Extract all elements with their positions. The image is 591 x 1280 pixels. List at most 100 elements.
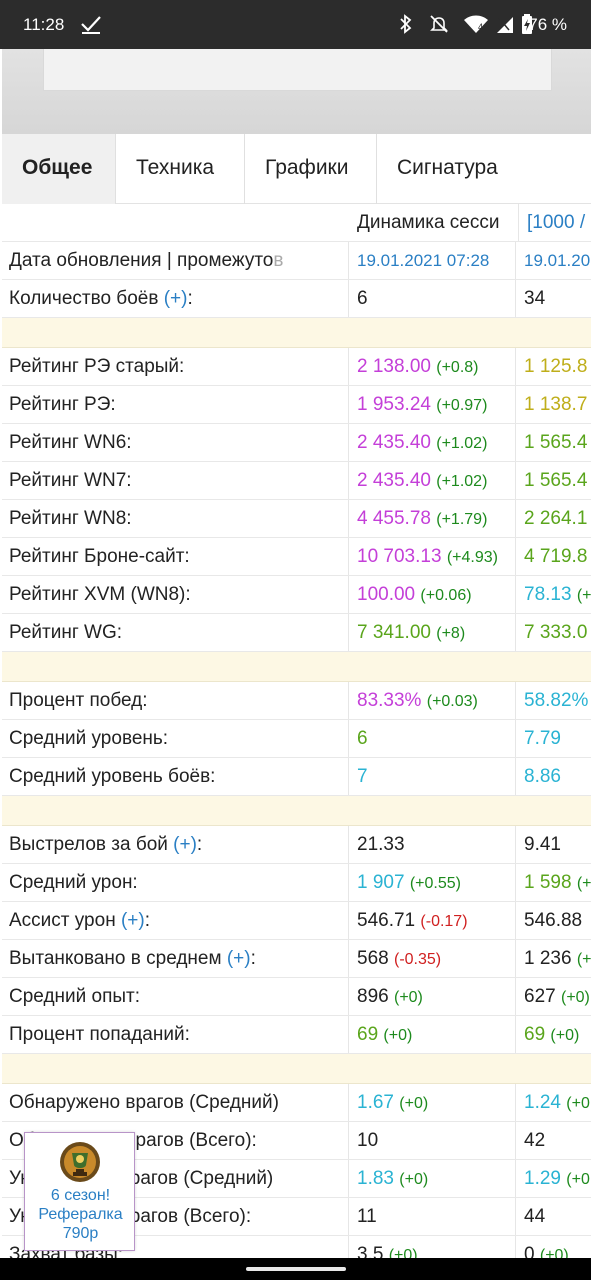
tab-bar: Общее Техника Графики Сигнатура — [2, 134, 591, 204]
period-value: 7 333.0 — [524, 622, 588, 643]
header-banner — [2, 49, 591, 134]
period-value: 58.82% — [524, 690, 589, 711]
badge-referral: Рефералка — [38, 1206, 123, 1223]
battery-icon — [522, 14, 532, 34]
referral-badge[interactable]: 6 сезон! Рефералка 790р — [24, 1132, 135, 1251]
period-value: 9.41 — [524, 834, 561, 855]
row-label: Дата обновления | промежутов — [2, 242, 349, 279]
trophy-icon — [60, 1142, 100, 1182]
session-value: 69 (+0) — [349, 1016, 516, 1053]
tab-signature[interactable]: Сигнатура — [397, 156, 498, 179]
period-value: 7.79 — [524, 728, 561, 749]
section-separator — [2, 1054, 591, 1084]
period-value: 1.29 (+0 — [524, 1168, 590, 1189]
status-bar: 11:28 4 76 % — [0, 0, 591, 49]
row-label: Рейтинг Броне-сайт: — [2, 538, 349, 575]
session-value: 546.71 (-0.17) — [349, 902, 516, 939]
row-label: Процент попаданий: — [2, 1016, 349, 1053]
combat-section: Выстрелов за бой (+): 21.33 9.41 Средний ур… — [2, 826, 591, 1054]
table-row: Рейтинг РЭ: 1 953.24 (+0.97) 1 138.7 — [2, 386, 591, 424]
wins-section: Процент побед: 83.33% (+0.03) 58.82% Средни… — [2, 682, 591, 796]
expand-link[interactable]: (+) — [173, 834, 197, 855]
period-value: 546.88 — [524, 910, 583, 931]
session-value: 2 138.00 (+0.8) — [349, 348, 516, 385]
row-label: Средний опыт: — [2, 978, 349, 1015]
expand-link[interactable]: (+) — [120, 910, 145, 931]
header-1000-link[interactable]: [1000 / — [527, 212, 586, 233]
session-value: 4 455.78 (+1.79) — [349, 500, 516, 537]
table-row: Средний уровень боёв: 7 8.86 — [2, 758, 591, 796]
delta-value: (+0.8) — [436, 359, 479, 376]
period-value: 2 264.1 — [524, 508, 588, 529]
check-icon — [81, 16, 101, 34]
row-label: Процент побед: — [2, 682, 349, 719]
row-label: Рейтинг WG: — [2, 614, 349, 651]
row-label: Рейтинг РЭ: — [2, 386, 349, 423]
delta-value: (+ — [576, 587, 591, 604]
row-label: Рейтинг РЭ старый: — [2, 348, 349, 385]
row-label: Средний уровень боёв: — [2, 758, 349, 795]
table-row: Выстрелов за бой (+): 21.33 9.41 — [2, 826, 591, 864]
row-label: Выстрелов за бой (+): — [2, 826, 349, 863]
row-label: Количество боёв (+): — [2, 280, 349, 317]
session-value: 7 341.00 (+8) — [349, 614, 516, 651]
row-label: Ассист урон (+): — [2, 902, 349, 939]
table-row: Рейтинг Броне-сайт: 10 703.13 (+4.93) 4 71… — [2, 538, 591, 576]
session-value: 6 — [349, 720, 516, 757]
table-row: Обнаружено врагов (Средний) 1.67 (+0) 1.24… — [2, 1084, 591, 1122]
row-label: Рейтинг WN7: — [2, 462, 349, 499]
cell-signal-icon — [497, 17, 513, 33]
period-value: 1 565.4 — [524, 432, 588, 453]
session-value: 1 907 (+0.55) — [349, 864, 516, 901]
expand-link[interactable]: (+) — [163, 288, 188, 309]
status-time: 11:28 — [23, 15, 65, 34]
delta-value: (+1.02) — [436, 473, 488, 490]
session-value: 568 (-0.35) — [349, 940, 516, 977]
tab-general[interactable]: Общее — [2, 134, 116, 204]
session-value: 10 703.13 (+4.93) — [349, 538, 516, 575]
session-value: 2 435.40 (+1.02) — [349, 462, 516, 499]
table-row: Процент попаданий: 69 (+0) 69 (+0) — [2, 1016, 591, 1054]
period-value: 44 — [524, 1206, 546, 1227]
delta-value: (+0.03) — [426, 693, 478, 710]
row-label: Средний уровень: — [2, 720, 349, 757]
svg-text:4: 4 — [478, 22, 483, 32]
tab-charts[interactable]: Графики — [245, 134, 377, 204]
badge-season: 6 сезон! — [50, 1187, 111, 1204]
period-value: 1 138.7 — [524, 394, 588, 415]
table-header-row: Динамика сесси [1000 / — [2, 204, 591, 242]
delta-value: (+ — [576, 875, 591, 892]
session-value: 896 (+0) — [349, 978, 516, 1015]
session-value: 7 — [349, 758, 516, 795]
period-date: 19.01.20 — [524, 251, 591, 270]
section-separator — [2, 652, 591, 682]
period-value: 1 125.8 — [524, 356, 588, 377]
row-label: Средний урон: — [2, 864, 349, 901]
delta-value: (+0) — [560, 989, 590, 1006]
row-label: Обнаружено врагов (Средний) — [2, 1084, 349, 1121]
table-row: Ассист урон (+): 546.71 (-0.17) 546.88 — [2, 902, 591, 940]
stats-table: Динамика сесси [1000 / Дата обновления |… — [2, 204, 591, 1274]
delta-value: (+0 — [566, 1095, 590, 1112]
delta-value: (+4.93) — [446, 549, 498, 566]
table-row: Рейтинг WN8: 4 455.78 (+1.79) 2 264.1 — [2, 500, 591, 538]
section-separator — [2, 796, 591, 826]
table-row: Рейтинг WN7: 2 435.40 (+1.02) 1 565.4 — [2, 462, 591, 500]
row-label: Рейтинг XVM (WN8): — [2, 576, 349, 613]
table-row-battles: Количество боёв (+): 6 34 — [2, 280, 591, 318]
row-label: Рейтинг WN6: — [2, 424, 349, 461]
table-row: Вытанковано в среднем (+): 568 (-0.35) 1 2… — [2, 940, 591, 978]
expand-link[interactable]: (+) — [226, 948, 251, 969]
delta-value: (+0) — [550, 1027, 580, 1044]
home-handle[interactable] — [246, 1267, 346, 1271]
table-row: Рейтинг РЭ старый: 2 138.00 (+0.8) 1 125.8 — [2, 348, 591, 386]
table-row: Рейтинг XVM (WN8): 100.00 (+0.06) 78.13 (+ — [2, 576, 591, 614]
delta-value: (+1.79) — [436, 511, 488, 528]
row-label: Рейтинг WN8: — [2, 500, 349, 537]
tab-vehicles[interactable]: Техника — [116, 134, 245, 204]
delta-value: (-0.17) — [420, 913, 468, 930]
session-value: 1.67 (+0) — [349, 1084, 516, 1121]
badge-price: 790р — [62, 1225, 99, 1242]
delta-value: (+1.02) — [436, 435, 488, 452]
period-value: 627 (+0) — [524, 986, 590, 1007]
